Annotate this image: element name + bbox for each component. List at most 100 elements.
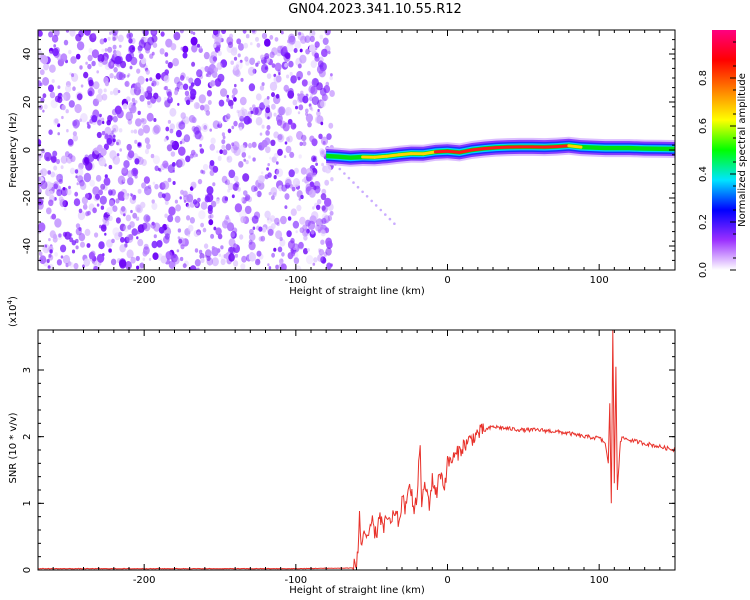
noise-speck xyxy=(170,43,177,51)
noise-speck xyxy=(51,79,55,83)
noise-speck xyxy=(165,60,169,64)
noise-speck xyxy=(212,120,220,129)
noise-speck xyxy=(177,228,182,233)
noise-speck xyxy=(209,128,212,132)
noise-speck xyxy=(101,117,105,122)
noise-speck xyxy=(274,37,279,42)
noise-speck xyxy=(127,73,131,77)
noise-speck xyxy=(136,207,141,212)
noise-speck xyxy=(91,60,96,67)
noise-speck xyxy=(317,254,324,262)
noise-speck xyxy=(194,77,202,87)
noise-speck xyxy=(116,109,124,119)
noise-speck xyxy=(143,243,149,250)
noise-speck xyxy=(48,129,53,135)
noise-speck xyxy=(182,116,190,125)
noise-speck xyxy=(57,96,63,104)
noise-speck xyxy=(228,238,236,247)
noise-speck xyxy=(324,197,332,207)
noise-speck xyxy=(106,137,113,145)
noise-speck xyxy=(182,190,189,197)
noise-speck xyxy=(85,193,90,199)
noise-speck xyxy=(312,206,315,210)
noise-speck xyxy=(292,220,300,229)
noise-speck xyxy=(60,244,67,253)
noise-speck xyxy=(283,53,291,62)
noise-speck xyxy=(186,203,191,209)
noise-speck xyxy=(297,63,302,69)
noise-speck xyxy=(101,93,108,101)
noise-speck xyxy=(167,96,173,104)
noise-speck xyxy=(48,190,54,198)
noise-speck xyxy=(127,224,132,230)
noise-speck xyxy=(51,156,57,164)
noise-speck xyxy=(41,148,46,154)
noise-speck xyxy=(46,259,50,263)
noise-speck xyxy=(74,169,79,174)
noise-speck xyxy=(172,181,176,185)
noise-speck xyxy=(210,200,217,208)
noise-speck xyxy=(38,176,45,185)
noise-speck xyxy=(98,61,103,67)
noise-speck xyxy=(143,176,150,184)
noise-speck xyxy=(146,143,151,150)
ridge-peak-segment xyxy=(446,149,462,154)
noise-speck xyxy=(87,124,91,129)
noise-speck xyxy=(135,255,140,262)
noise-speck xyxy=(51,213,57,220)
noise-speck xyxy=(261,32,268,40)
noise-speck xyxy=(317,199,322,205)
noise-speck xyxy=(141,124,145,129)
noise-speck xyxy=(308,103,312,107)
noise-speck xyxy=(119,206,127,216)
noise-speck xyxy=(175,204,182,212)
noise-speck xyxy=(267,163,271,167)
noise-speck xyxy=(234,69,241,77)
tail-point xyxy=(347,176,351,180)
noise-speck xyxy=(299,141,303,146)
tail-point xyxy=(388,217,392,221)
noise-speck xyxy=(271,103,276,110)
noise-speck xyxy=(91,49,99,59)
noise-speck xyxy=(271,47,278,56)
noise-speck xyxy=(110,62,114,66)
noise-speck xyxy=(111,130,114,134)
noise-speck xyxy=(249,57,256,65)
noise-speck xyxy=(135,216,140,221)
noise-speck xyxy=(60,53,68,62)
noise-speck xyxy=(134,139,138,144)
noise-speck xyxy=(314,185,321,194)
noise-speck xyxy=(287,252,294,260)
noise-speck xyxy=(71,249,76,254)
noise-speck xyxy=(293,167,299,174)
noise-speck xyxy=(120,206,126,212)
noise-speck xyxy=(70,56,77,64)
noise-speck xyxy=(122,178,126,182)
noise-speck xyxy=(108,189,113,196)
ridge-peak-segment xyxy=(567,144,583,149)
noise-speck xyxy=(190,149,196,156)
noise-speck xyxy=(287,37,295,47)
colorbar-tick-label: 0.8 xyxy=(698,70,709,86)
noise-speck xyxy=(302,95,309,104)
noise-speck xyxy=(69,72,72,76)
noise-speck xyxy=(75,245,79,250)
noise-speck xyxy=(309,181,315,188)
noise-speck xyxy=(119,223,126,232)
noise-speck xyxy=(60,255,64,259)
noise-speck xyxy=(293,48,298,53)
noise-speck xyxy=(93,146,100,155)
noise-speck xyxy=(241,255,247,263)
noise-speck xyxy=(299,54,307,64)
noise-speck xyxy=(39,255,47,265)
noise-speck xyxy=(193,126,200,135)
noise-speck xyxy=(185,155,191,163)
noise-speck xyxy=(86,243,91,248)
noise-speck xyxy=(285,145,292,154)
noise-speck xyxy=(144,186,149,191)
noise-speck xyxy=(268,191,272,196)
noise-speck xyxy=(100,205,105,210)
noise-speck xyxy=(273,112,277,117)
noise-speck xyxy=(324,179,330,186)
